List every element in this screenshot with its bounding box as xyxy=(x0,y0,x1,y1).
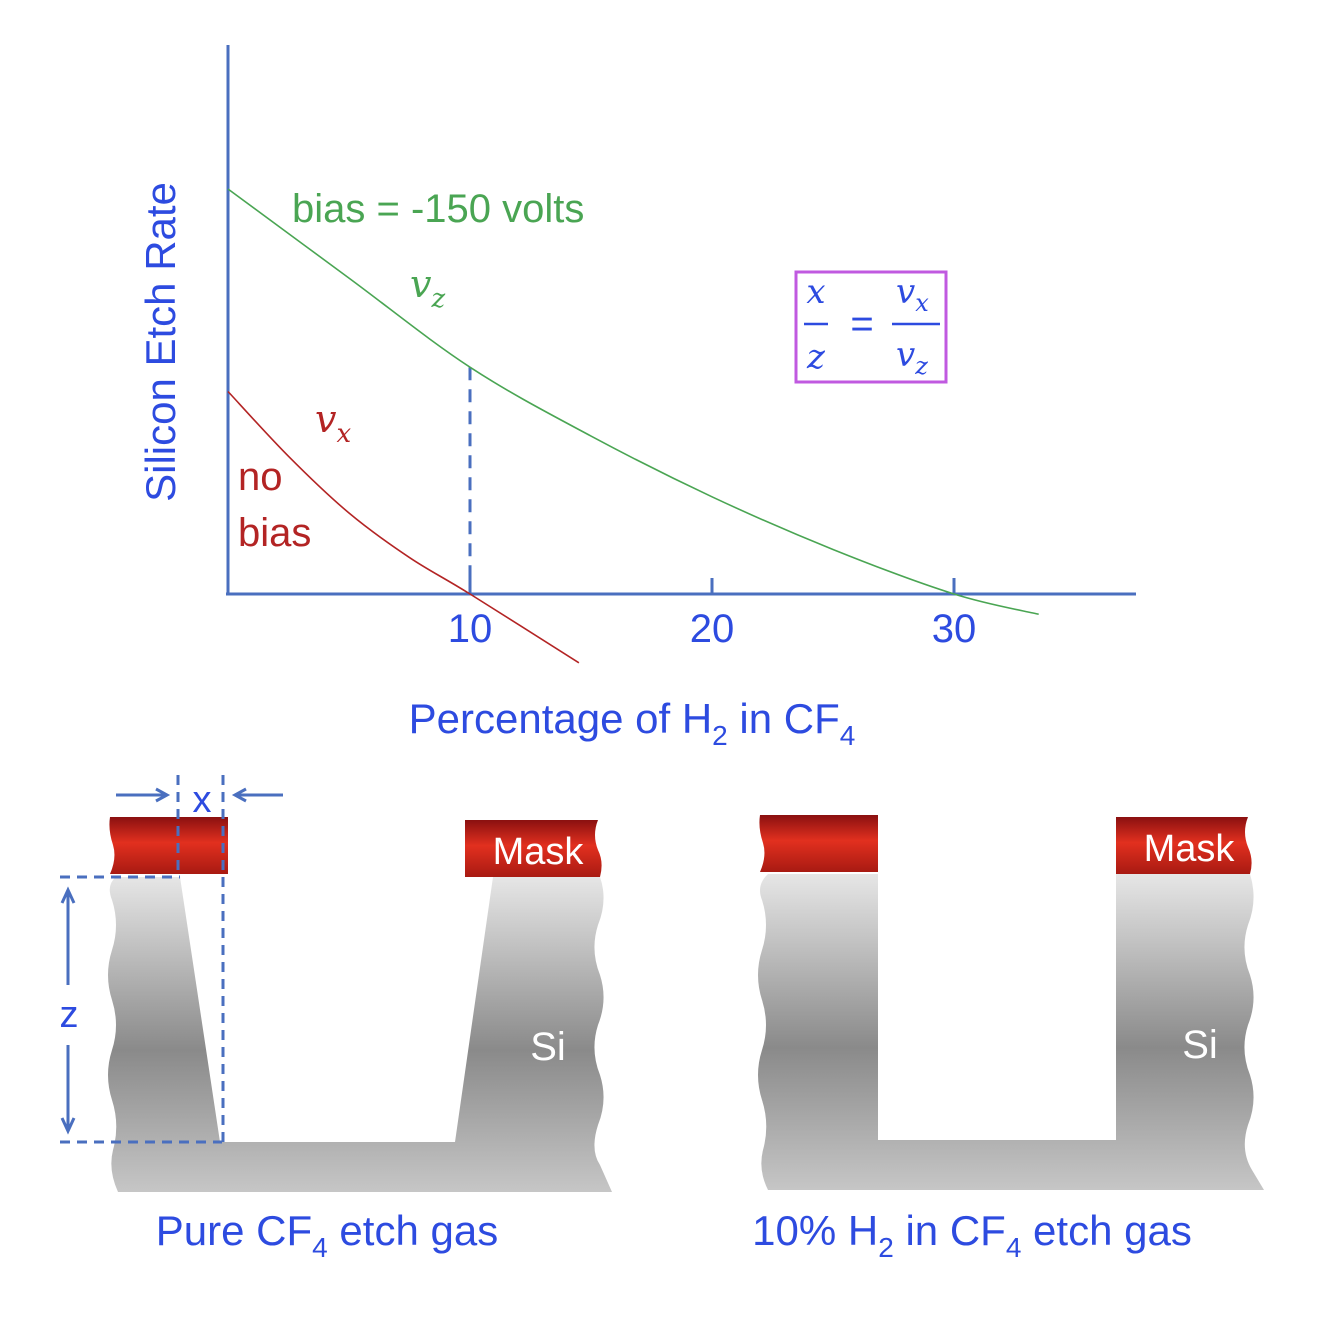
formula-equals: = xyxy=(850,302,873,346)
z-arrow-head-top xyxy=(60,886,76,904)
mask-label-right: Mask xyxy=(1144,828,1236,870)
formula-box xyxy=(794,270,948,384)
mask-right-pillar-left xyxy=(465,820,602,877)
vx-curve-label: vx xyxy=(315,397,351,449)
formula-num-right: vx xyxy=(896,272,929,317)
no-bias-curve xyxy=(227,390,580,664)
ratio-formula: x z = vx vz xyxy=(794,270,948,384)
x-arrow-right-head xyxy=(231,787,247,803)
z-arrow-head-bottom xyxy=(60,1117,76,1135)
x-ticks xyxy=(468,578,956,594)
x-axis-label: Percentage of H2 in CF4 xyxy=(409,695,856,751)
caption-left: Pure CF4 etch gas xyxy=(156,1207,498,1263)
no-bias-label-line2: bias xyxy=(238,511,311,555)
z-dimension-label: z xyxy=(60,994,79,1036)
si-label-left: Si xyxy=(530,1025,566,1069)
formula-den-right: vz xyxy=(896,335,928,380)
mask-left-pillar-left xyxy=(109,817,228,874)
bias-curve xyxy=(227,188,1039,616)
vz-curve-label: vz xyxy=(410,262,445,314)
x-tick-label-20: 20 xyxy=(690,607,735,651)
bias-series-label: bias = -150 volts xyxy=(292,187,584,231)
caption-right: 10% H2 in CF4 etch gas xyxy=(752,1207,1192,1263)
mask-label-left: Mask xyxy=(493,831,585,873)
x-arrow-left-head xyxy=(155,787,171,803)
undercut-dimension xyxy=(60,775,283,1144)
formula-den-left: z xyxy=(806,337,826,377)
x-tick-label-30: 30 xyxy=(932,607,977,651)
formula-num-left: x xyxy=(806,272,825,312)
mask-left-pillar-right xyxy=(759,815,878,872)
etch-rate-chart: 10 20 30 Silicon Etch Rate Percentage of H… xyxy=(137,45,1136,751)
pure-cf4-profile: Mask Si x z Pure CF4 etch gas xyxy=(60,775,612,1263)
silicon-substrate-right xyxy=(758,874,1264,1190)
si-label-right: Si xyxy=(1182,1023,1218,1067)
no-bias-label-line1: no xyxy=(238,455,283,499)
x-tick-label-10: 10 xyxy=(448,607,493,651)
h2-cf4-profile: Mask Si 10% H2 in CF4 etch gas xyxy=(752,815,1264,1263)
silicon-substrate-left xyxy=(108,877,612,1192)
mask-right-pillar-right xyxy=(1116,817,1252,874)
y-axis-label: Silicon Etch Rate xyxy=(137,182,184,502)
series-lines xyxy=(227,188,1039,664)
x-dimension-label: x xyxy=(193,779,212,821)
x-tick-labels: 10 20 30 xyxy=(448,607,977,651)
